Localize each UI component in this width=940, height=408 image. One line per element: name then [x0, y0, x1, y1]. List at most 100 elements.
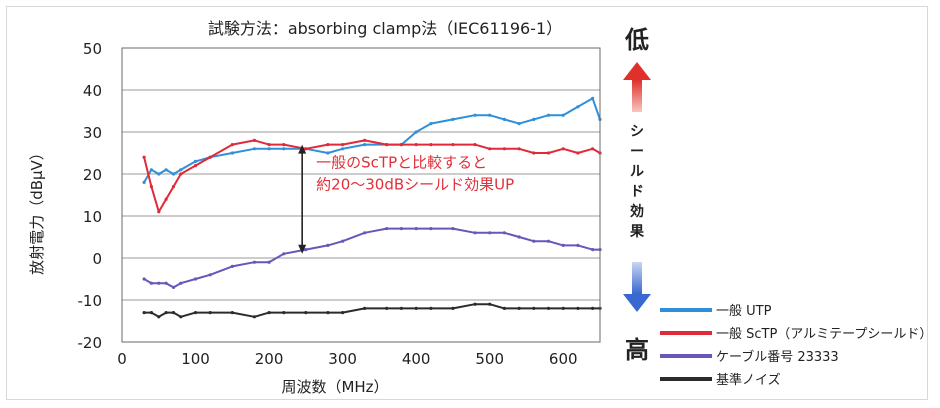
series-1-point — [363, 138, 367, 142]
series-3-point — [363, 306, 367, 310]
series-0-point — [517, 122, 521, 126]
series-2-point — [429, 227, 433, 231]
legend-label-1: 一般 ScTP（アルミテープシールド） — [716, 326, 932, 342]
series-1-point — [149, 185, 153, 189]
series-3-point — [267, 311, 271, 315]
series-3-point — [517, 306, 521, 310]
series-2-point — [267, 260, 271, 264]
series-2-point — [591, 248, 595, 252]
y-axis-label: 放射電力（dBμV） — [28, 145, 46, 275]
y-tick-label: 30 — [83, 124, 102, 142]
series-2-point — [561, 243, 565, 247]
series-3-point — [561, 306, 565, 310]
series-1-point — [252, 138, 256, 142]
series-1-point — [341, 143, 345, 147]
series-3-point — [193, 311, 198, 315]
y-tick-label: 40 — [83, 82, 102, 100]
x-tick-label: 200 — [255, 350, 284, 368]
series-3-point — [473, 302, 477, 306]
y-tick-label: 20 — [83, 166, 102, 184]
series-0-point — [451, 117, 455, 121]
series-0-point — [502, 117, 506, 121]
series-1-point — [502, 147, 506, 151]
series-1-point — [171, 185, 176, 189]
series-2-point — [414, 227, 418, 231]
series-1-point — [326, 143, 330, 147]
series-1-point — [414, 143, 418, 147]
series-layer — [142, 96, 602, 319]
legend-label-3: 基準ノイズ — [716, 372, 781, 388]
series-2-point — [282, 252, 286, 256]
series-0-point — [149, 168, 153, 172]
series-0-point — [142, 180, 146, 184]
series-1-point — [429, 143, 433, 147]
series-3-point — [429, 306, 433, 310]
side-scale-top-label: 低 — [624, 26, 649, 54]
series-0-point — [341, 147, 345, 151]
series-1-point — [267, 143, 271, 147]
series-3-point — [326, 311, 330, 315]
series-0-point — [252, 147, 256, 151]
series-2-point — [399, 227, 403, 231]
series-2-point — [363, 231, 367, 235]
series-3-point — [488, 302, 492, 306]
series-3-point — [304, 311, 308, 315]
series-3-point — [171, 311, 176, 315]
series-2-point — [149, 281, 153, 285]
series-2-point — [252, 260, 256, 264]
series-0-point — [267, 147, 271, 151]
series-1-point — [193, 164, 198, 168]
series-3-point — [451, 306, 455, 310]
x-tick-label: 500 — [475, 350, 504, 368]
series-2-point — [157, 281, 161, 285]
side-scale-label: シールド効果 — [629, 124, 645, 240]
series-2-point — [546, 239, 551, 243]
y-tick-label: 0 — [92, 250, 102, 268]
series-2-point — [193, 277, 198, 281]
series-3-point — [532, 306, 536, 310]
series-0-point — [193, 159, 198, 163]
series-1-point — [179, 172, 183, 176]
series-2-point — [208, 273, 212, 277]
series-3-point — [179, 315, 183, 319]
series-0-point — [591, 96, 595, 100]
down-arrow-shaft — [632, 262, 642, 294]
annotation-text: 一般のScTPと比較すると — [316, 154, 487, 172]
series-2-point — [142, 277, 146, 281]
series-0-point — [282, 147, 286, 151]
down-arrow-icon — [623, 294, 651, 312]
chart-title: 試験方法：absorbing clamp法（IEC61196-1） — [208, 19, 562, 38]
series-1-point — [157, 210, 161, 214]
series-3-point — [164, 311, 168, 315]
series-3-point — [157, 315, 161, 319]
annotation-arrow-head-top — [298, 144, 307, 154]
legend: 一般 UTP 一般 ScTP（アルミテープシールド） ケーブル番号 23333 基準ノ… — [660, 303, 932, 388]
series-2-point — [473, 231, 477, 235]
legend-label-2: ケーブル番号 23333 — [716, 349, 839, 365]
chart-frame — [6, 6, 928, 400]
series-2-point — [532, 239, 536, 243]
series-1-point — [208, 155, 212, 159]
y-tick-label: 10 — [83, 208, 102, 226]
series-0-point — [326, 151, 330, 155]
series-1-point — [591, 147, 595, 151]
series-3-point — [230, 311, 234, 315]
series-3-point — [282, 311, 286, 315]
series-1-point — [532, 151, 536, 155]
series-0-point — [363, 143, 367, 147]
series-2-point — [451, 227, 455, 231]
series-3-point — [399, 306, 403, 310]
x-axis-label: 周波数（MHz） — [281, 378, 388, 396]
series-0-point — [473, 113, 477, 117]
series-0-point — [230, 151, 234, 155]
series-0-point — [576, 105, 580, 109]
series-0-point — [532, 117, 536, 121]
y-tick-label: -10 — [78, 292, 103, 310]
series-3-point — [208, 311, 212, 315]
series-2-point — [230, 264, 234, 268]
series-2-point — [304, 248, 308, 252]
series-0-point — [414, 130, 418, 134]
series-1-point — [399, 143, 403, 147]
